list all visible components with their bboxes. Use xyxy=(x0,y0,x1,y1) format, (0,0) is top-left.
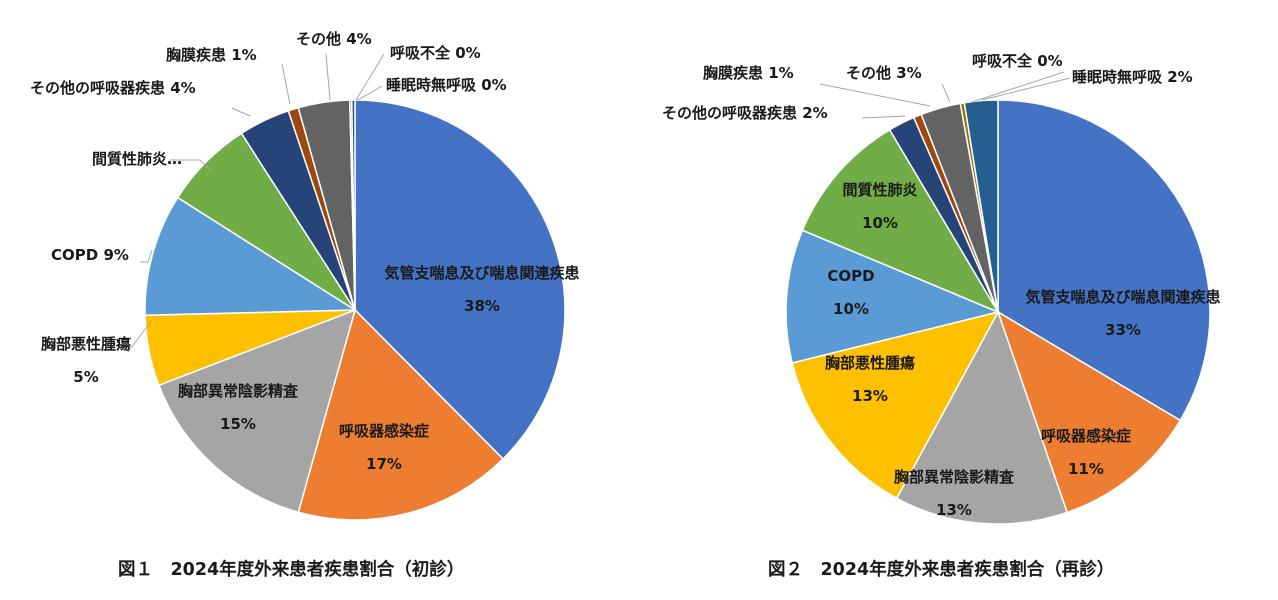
label-other: その他 3% xyxy=(846,64,922,82)
leader-line-other-respiratory xyxy=(231,107,251,117)
label-pleural-disease: 胸膜疾患 1% xyxy=(166,46,257,64)
leader-line-pleural-disease xyxy=(281,63,291,105)
percent-respiratory-infection: 11% xyxy=(1068,460,1104,478)
label-chest-malignant-tumor: 胸部悪性腫瘍 xyxy=(825,354,915,372)
leader-line-sleep-apnea xyxy=(981,77,1071,101)
label-chest-abnormal-shadow: 胸部異常陰影精査 xyxy=(178,382,299,400)
slice-copd xyxy=(785,229,1001,364)
label-pleural-disease: 胸膜疾患 1% xyxy=(703,64,794,82)
leader-line-other xyxy=(325,53,331,101)
leader-line-other xyxy=(941,83,951,103)
leader-line-sleep-apnea xyxy=(357,85,383,101)
leader-line-respiratory-failure xyxy=(355,53,385,101)
slice-chest-malignant-tumor xyxy=(791,310,1000,500)
percent-copd: 10% xyxy=(833,300,869,318)
leader-line-interstitial-pneumonia xyxy=(170,159,211,171)
leader-line-chest-malignant-tumor xyxy=(127,319,153,353)
percent-respiratory-infection: 17% xyxy=(366,455,402,473)
label-copd: COPD 9% xyxy=(51,246,129,264)
label-chest-abnormal-shadow: 胸部異常陰影精査 xyxy=(894,468,1015,486)
percent-chest-malignant-tumor: 13% xyxy=(852,387,888,405)
label-asthma: 気管支喘息及び喘息関連疾患 xyxy=(384,264,579,282)
percent-asthma: 33% xyxy=(1105,321,1141,339)
leader-line-other-respiratory xyxy=(861,115,906,119)
label-respiratory-infection: 呼吸器感染症 xyxy=(1041,427,1131,445)
slice-sleep-apnea xyxy=(963,99,999,313)
label-interstitial-pneumonia: 間質性肺炎 xyxy=(842,181,917,199)
pie-charts: 気管支喘息及び喘息関連疾患 38% 呼吸器感染症 17% 胸部異常陰影精査 15% 胸部悪性… xyxy=(30,30,1221,525)
percent-chest-malignant-tumor: 5% xyxy=(73,368,98,386)
label-asthma: 気管支喘息及び喘息関連疾患 xyxy=(1025,288,1220,306)
slice-asthma xyxy=(997,99,1211,422)
leader-line-pleural-disease xyxy=(819,83,931,107)
leader-line-copd xyxy=(140,249,153,263)
label-sleep-apnea: 睡眠時無呼吸 2% xyxy=(1072,68,1193,86)
label-other-respiratory: その他の呼吸器疾患 2% xyxy=(662,104,828,122)
percent-chest-abnormal-shadow: 15% xyxy=(220,415,256,433)
label-respiratory-failure: 呼吸不全 0% xyxy=(972,52,1063,70)
slice-chest-abnormal-shadow xyxy=(157,308,357,514)
label-interstitial-pneumonia: 間質性肺炎… xyxy=(92,150,182,168)
leader-line-respiratory-failure xyxy=(971,71,1065,103)
percent-chest-abnormal-shadow: 13% xyxy=(936,501,972,519)
percent-asthma: 38% xyxy=(464,297,500,315)
slice-chest-abnormal-shadow xyxy=(895,310,1069,525)
label-other-respiratory: その他の呼吸器疾患 4% xyxy=(30,79,196,97)
label-chest-malignant-tumor: 胸部悪性腫瘍 xyxy=(41,335,131,353)
slice-copd xyxy=(144,196,358,316)
label-other: その他 4% xyxy=(296,30,372,48)
slice-interstitial-pneumonia xyxy=(801,128,1000,314)
label-sleep-apnea: 睡眠時無呼吸 0% xyxy=(386,76,507,94)
pie-chart-first-visit: 気管支喘息及び喘息関連疾患 38% 呼吸器感染症 17% 胸部異常陰影精査 15% 胸部悪性… xyxy=(30,30,580,521)
pie-chart-revisit: 気管支喘息及び喘息関連疾患 33% 呼吸器感染症 11% 胸部異常陰影精査 13% 胸部悪性… xyxy=(662,52,1221,525)
chart-caption-revisit: 図２ 2024年度外来患者疾患割合（再診） xyxy=(768,560,1115,580)
label-respiratory-infection: 呼吸器感染症 xyxy=(339,422,429,440)
chart-caption-first-visit: 図１ 2024年度外来患者疾患割合（初診） xyxy=(118,560,465,580)
slice-respiratory-infection xyxy=(996,310,1182,514)
label-respiratory-failure: 呼吸不全 0% xyxy=(390,44,481,62)
slice-respiratory-infection xyxy=(297,308,505,521)
percent-interstitial-pneumonia: 10% xyxy=(862,214,898,232)
label-copd: COPD xyxy=(827,267,874,285)
slice-sleep-apnea xyxy=(350,99,356,311)
slice-asthma xyxy=(354,99,566,461)
